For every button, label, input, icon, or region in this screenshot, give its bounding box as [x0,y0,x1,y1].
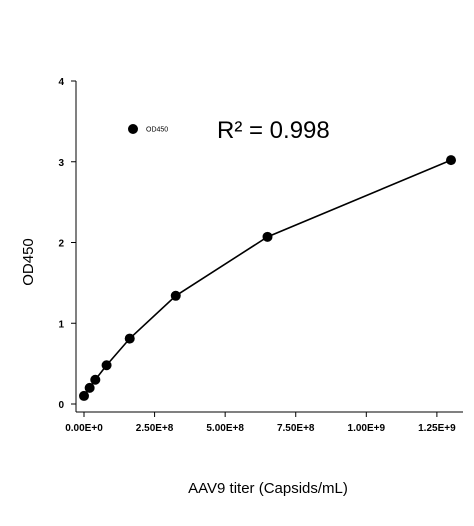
series-line [83,159,452,397]
x-tick-label: 1.25E+9 [418,423,456,434]
x-tick-label: 7.50E+8 [277,423,315,434]
legend: OD450 [128,124,168,134]
data-point [262,231,273,242]
axis-ticks: 0 1 2 3 4 0.00E+0 2.50E+8 5.00E+8 7.50E+8 1.00E+9… [58,77,456,434]
y-tick-label: 0 [58,400,64,411]
data-point [170,290,181,301]
data-point [446,155,456,166]
data-point [84,382,95,393]
x-axis-title: AAV9 titer (Capsids/mL) [188,480,348,497]
series-layer [79,155,456,401]
x-tick-label: 1.00E+9 [348,423,386,434]
data-point [90,374,101,385]
legend-marker [128,124,138,134]
y-tick-label: 3 [58,158,64,169]
y-axis-title: OD450 [20,238,37,286]
y-tick-label: 2 [58,239,64,250]
x-tick-label: 2.50E+8 [136,423,174,434]
r-squared-annotation: R² = 0.998 [217,117,330,144]
data-point [124,333,135,344]
legend-label: OD450 [146,127,168,134]
y-tick-label: 4 [58,77,64,88]
y-tick-label: 1 [58,319,64,330]
data-point [79,390,89,401]
x-tick-label: 0.00E+0 [65,423,103,434]
x-tick-label: 5.00E+8 [206,423,244,434]
data-point [101,360,112,371]
